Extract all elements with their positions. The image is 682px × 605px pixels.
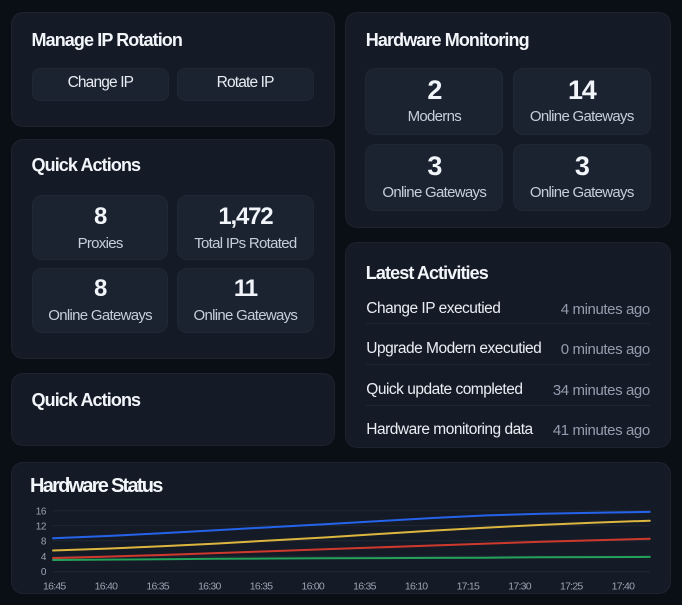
svg-text:16:00: 16:00 bbox=[301, 580, 324, 592]
svg-text:17:40: 17:40 bbox=[612, 580, 635, 592]
svg-text:16:35: 16:35 bbox=[146, 580, 169, 592]
svg-text:4: 4 bbox=[41, 552, 47, 563]
svg-text:16:30: 16:30 bbox=[198, 580, 221, 592]
svg-text:12: 12 bbox=[36, 521, 47, 532]
svg-text:8: 8 bbox=[41, 536, 47, 547]
svg-text:16:45: 16:45 bbox=[43, 580, 66, 592]
svg-text:16:35: 16:35 bbox=[250, 580, 273, 592]
svg-text:17:25: 17:25 bbox=[560, 580, 583, 592]
svg-text:0: 0 bbox=[41, 567, 47, 578]
svg-text:17:15: 17:15 bbox=[457, 580, 480, 592]
svg-text:16:10: 16:10 bbox=[405, 580, 428, 592]
svg-text:17:30: 17:30 bbox=[508, 580, 531, 592]
svg-text:16:40: 16:40 bbox=[95, 580, 118, 592]
svg-text:16:35: 16:35 bbox=[353, 580, 376, 592]
svg-text:16: 16 bbox=[36, 506, 47, 517]
